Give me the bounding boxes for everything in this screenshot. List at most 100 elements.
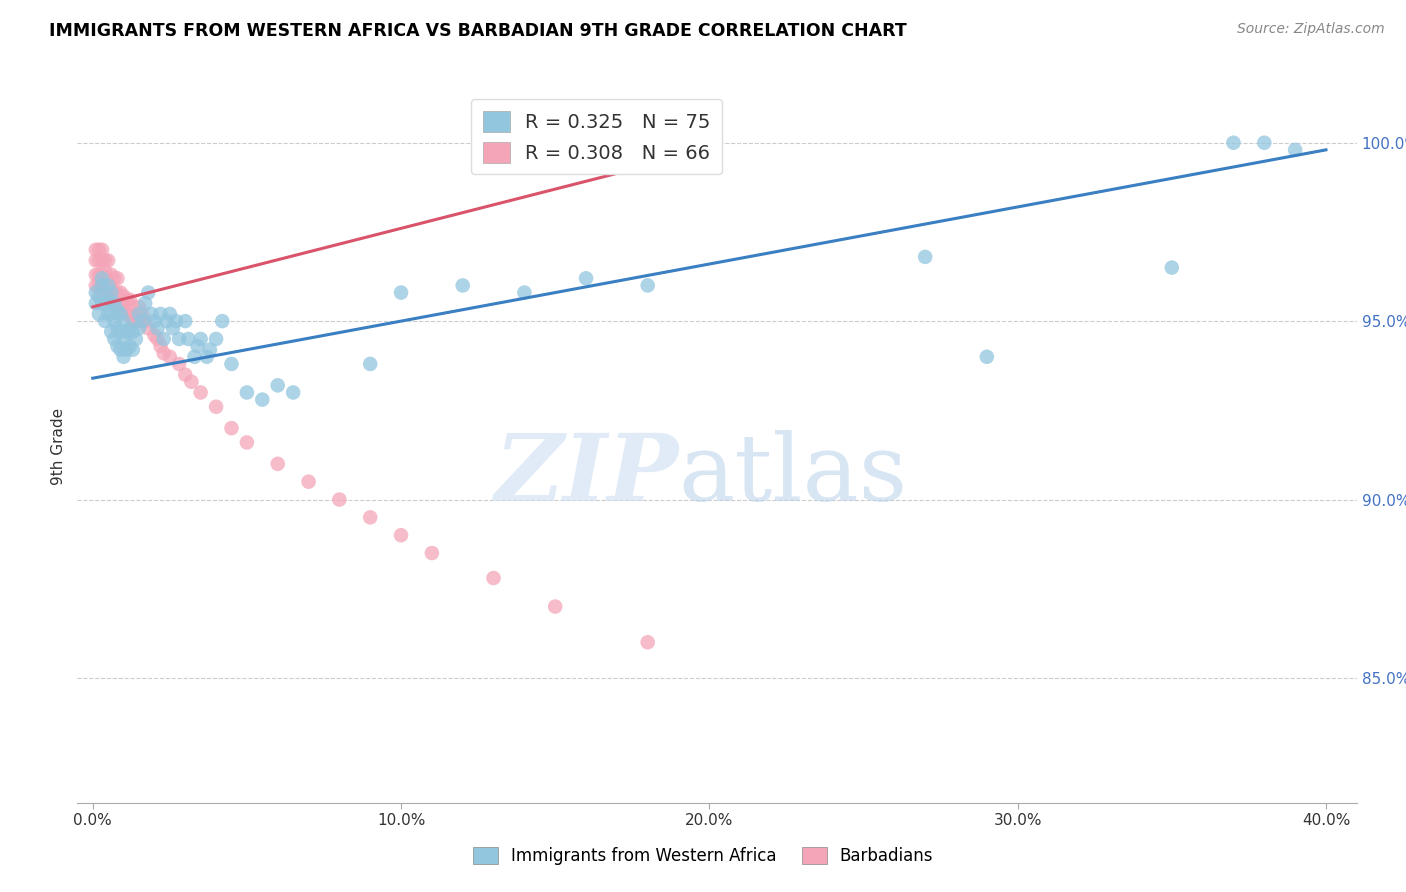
Point <box>159 307 181 321</box>
Point <box>152 346 174 360</box>
Point <box>100 285 122 300</box>
Point <box>195 350 218 364</box>
Point <box>94 285 117 300</box>
Point <box>94 296 117 310</box>
Point <box>115 307 138 321</box>
Point <box>389 528 412 542</box>
Point <box>118 293 141 307</box>
Y-axis label: 9th Grade: 9th Grade <box>51 408 66 484</box>
Point <box>190 385 212 400</box>
Point <box>359 510 381 524</box>
Point <box>221 357 243 371</box>
Point <box>84 285 107 300</box>
Legend: R = 0.325   N = 75, R = 0.308   N = 66: R = 0.325 N = 75, R = 0.308 N = 66 <box>471 99 723 174</box>
Point <box>97 307 120 321</box>
Point <box>544 599 567 614</box>
Point <box>513 285 536 300</box>
Text: Source: ZipAtlas.com: Source: ZipAtlas.com <box>1237 22 1385 37</box>
Point <box>107 339 129 353</box>
Point <box>125 314 148 328</box>
Point <box>149 307 172 321</box>
Legend: Immigrants from Western Africa, Barbadians: Immigrants from Western Africa, Barbadia… <box>464 838 942 874</box>
Point <box>97 278 120 293</box>
Point <box>100 325 122 339</box>
Point <box>110 296 132 310</box>
Point <box>143 328 166 343</box>
Point <box>236 385 259 400</box>
Point <box>136 321 159 335</box>
Point <box>221 421 243 435</box>
Point <box>174 314 197 328</box>
Point <box>100 268 122 282</box>
Point <box>128 314 150 328</box>
Point <box>100 278 122 293</box>
Point <box>451 278 474 293</box>
Point <box>131 307 153 321</box>
Point <box>97 285 120 300</box>
Point <box>112 303 135 318</box>
Point <box>84 278 107 293</box>
Point <box>236 435 259 450</box>
Point <box>84 243 107 257</box>
Point <box>156 314 179 328</box>
Point <box>1284 143 1306 157</box>
Point <box>167 357 190 371</box>
Point <box>84 268 107 282</box>
Point <box>112 350 135 364</box>
Point <box>128 307 150 321</box>
Point <box>87 278 110 293</box>
Point <box>1253 136 1275 150</box>
Point <box>91 253 114 268</box>
Point <box>211 314 233 328</box>
Point <box>97 253 120 268</box>
Point <box>118 321 141 335</box>
Point <box>100 307 122 321</box>
Point <box>128 321 150 335</box>
Point <box>103 285 125 300</box>
Point <box>118 339 141 353</box>
Point <box>281 385 304 400</box>
Point <box>91 271 114 285</box>
Point <box>205 400 228 414</box>
Point <box>84 253 107 268</box>
Point <box>1222 136 1244 150</box>
Point <box>112 314 135 328</box>
Point <box>359 357 381 371</box>
Point <box>141 307 163 321</box>
Point <box>637 635 659 649</box>
Point <box>91 243 114 257</box>
Point <box>121 300 143 314</box>
Point <box>134 296 156 310</box>
Point <box>103 296 125 310</box>
Point <box>107 271 129 285</box>
Point <box>187 339 209 353</box>
Point <box>152 332 174 346</box>
Point <box>100 289 122 303</box>
Text: IMMIGRANTS FROM WESTERN AFRICA VS BARBADIAN 9TH GRADE CORRELATION CHART: IMMIGRANTS FROM WESTERN AFRICA VS BARBAD… <box>49 22 907 40</box>
Point <box>190 332 212 346</box>
Point <box>110 307 132 321</box>
Point <box>420 546 443 560</box>
Point <box>267 457 290 471</box>
Point <box>103 314 125 328</box>
Point <box>252 392 274 407</box>
Point <box>112 332 135 346</box>
Point <box>637 278 659 293</box>
Point <box>110 285 132 300</box>
Point <box>110 343 132 357</box>
Point <box>121 325 143 339</box>
Point <box>131 314 153 328</box>
Point <box>136 285 159 300</box>
Point <box>94 314 117 328</box>
Text: atlas: atlas <box>679 430 908 519</box>
Point <box>94 264 117 278</box>
Point <box>267 378 290 392</box>
Point <box>143 314 166 328</box>
Point <box>165 314 187 328</box>
Point <box>121 314 143 328</box>
Point <box>914 250 936 264</box>
Point <box>177 332 200 346</box>
Point <box>146 332 169 346</box>
Point <box>87 253 110 268</box>
Point <box>97 293 120 307</box>
